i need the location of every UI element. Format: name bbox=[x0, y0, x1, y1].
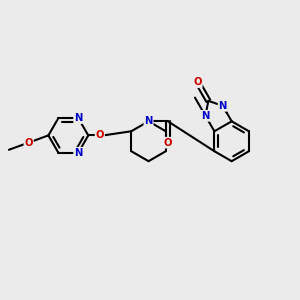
Text: N: N bbox=[219, 101, 227, 111]
Text: O: O bbox=[24, 138, 33, 148]
Text: O: O bbox=[164, 138, 172, 148]
Text: O: O bbox=[96, 130, 104, 140]
Text: N: N bbox=[74, 113, 82, 123]
Text: O: O bbox=[193, 77, 202, 87]
Text: N: N bbox=[144, 116, 153, 126]
Text: N: N bbox=[74, 148, 82, 158]
Text: N: N bbox=[201, 111, 210, 121]
